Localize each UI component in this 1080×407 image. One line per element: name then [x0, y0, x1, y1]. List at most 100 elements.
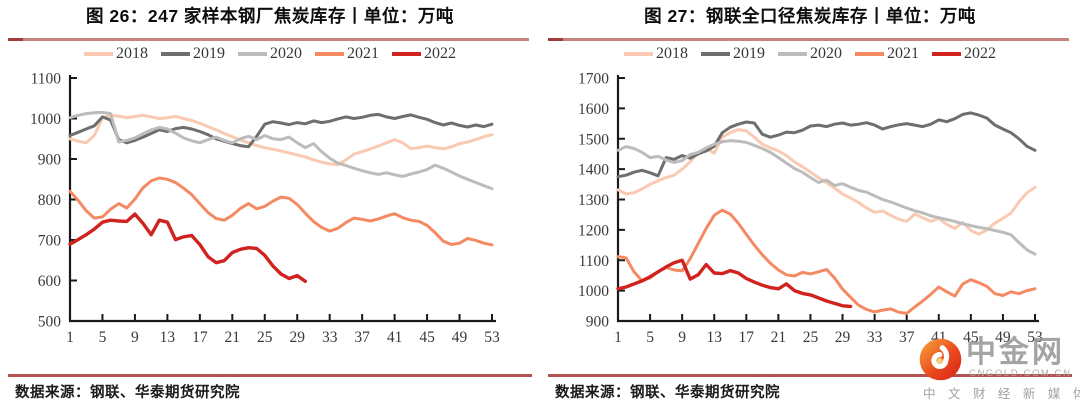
legend-label: 2019	[733, 45, 765, 62]
legend-label: 2018	[116, 45, 148, 62]
line-chart-right: 900 1000 1100 1200 1300 1400 1500 1600 1700 1 5 9 13…	[578, 71, 1043, 347]
legend-item-2020: 2020	[238, 46, 302, 62]
y-tick-label: 1500	[578, 131, 609, 148]
rule-accent-tip	[8, 38, 23, 41]
x-tick-label: 9	[131, 329, 139, 346]
x-tick-label: 5	[99, 329, 107, 346]
y-tick-label: 1000	[30, 111, 61, 128]
legend-label: 2021	[887, 45, 919, 62]
legend-swatch	[932, 52, 961, 56]
cngold-tagline-text: 中 文 财 经 新 媒 体	[923, 387, 1080, 401]
chart-legend: 2018 2019 2020 2021 2022	[540, 46, 1080, 62]
y-tick-label: 1000	[578, 283, 609, 300]
chart-title: 图 26：247 家样本钢厂焦炭库存丨单位：万吨	[86, 6, 454, 26]
legend-item-2022: 2022	[932, 46, 996, 62]
x-tick-label: 1	[66, 329, 74, 346]
legend-swatch	[701, 52, 730, 56]
x-tick-label: 17	[192, 329, 208, 346]
legend-swatch	[624, 52, 653, 56]
x-tick-label: 33	[322, 329, 338, 346]
x-tick-label: 53	[484, 329, 500, 346]
series-line-2021	[68, 176, 494, 247]
x-tick-label: 49	[452, 329, 468, 346]
figure-panel-26: 图 26：247 家样本钢厂焦炭库存丨单位：万吨 2018 2019 2020 202…	[0, 6, 540, 401]
x-tick-label: 21	[771, 329, 787, 346]
y-tick-label: 700	[38, 233, 62, 250]
series-line-2022	[616, 258, 853, 309]
y-tick-label: 800	[38, 192, 62, 209]
legend-swatch	[315, 52, 344, 56]
line-chart-left: 500 600 700 800 900 1000 1100 1 5 9 13 17 21 25 29 33 37…	[30, 71, 500, 347]
footer-rule	[8, 374, 532, 377]
x-tick-label: 29	[289, 329, 305, 346]
legend-item-2020: 2020	[778, 46, 842, 62]
series-line-2019	[68, 112, 494, 149]
x-tick-label: 49	[995, 329, 1011, 346]
x-tick-label: 37	[899, 329, 915, 346]
legend-label: 2022	[424, 45, 456, 62]
legend-swatch	[855, 52, 884, 56]
title-underline-rule	[8, 38, 529, 41]
legend-item-2021: 2021	[855, 46, 919, 62]
cngold-watermark: 中金网 CNGOLD.COM.CN 中 文 财 经 新 媒 体	[919, 336, 1080, 404]
cngold-brand-text: 中金网	[966, 336, 1065, 369]
x-tick-label: 53	[1027, 329, 1043, 346]
x-tick-label: 13	[160, 329, 176, 346]
title-underline-rule	[548, 38, 1069, 41]
x-tick-label: 5	[646, 329, 654, 346]
legend-item-2019: 2019	[161, 46, 225, 62]
legend-swatch	[778, 52, 807, 56]
series-line-2020	[616, 139, 1037, 256]
y-tick-label: 1300	[578, 192, 609, 209]
series-line-2021	[616, 208, 1037, 315]
x-tick-label: 21	[225, 329, 241, 346]
x-tick-label: 13	[706, 329, 722, 346]
y-tick-label: 600	[38, 273, 62, 290]
y-tick-label: 900	[38, 152, 62, 169]
x-tick-label: 33	[867, 329, 883, 346]
legend-label: 2019	[193, 45, 225, 62]
y-tick-label: 1600	[578, 101, 609, 118]
x-tick-label: 25	[803, 329, 819, 346]
y-tick-label: 1100	[31, 71, 62, 88]
x-tick-label: 29	[835, 329, 851, 346]
x-tick-label: 9	[678, 329, 686, 346]
chart-title: 图 27：钢联全口径焦炭库存丨单位：万吨	[644, 6, 976, 26]
legend-swatch	[161, 52, 190, 56]
source-note: 数据来源：钢联、华泰期货研究院	[15, 385, 240, 401]
legend-item-2018: 2018	[84, 46, 148, 62]
legend-item-2018: 2018	[624, 46, 688, 62]
x-tick-label: 17	[739, 329, 755, 346]
legend-label: 2018	[656, 45, 688, 62]
x-tick-label: 37	[354, 329, 370, 346]
series-line-2018	[68, 113, 494, 167]
x-tick-label: 41	[387, 329, 403, 346]
legend-label: 2020	[270, 45, 302, 62]
legend-item-2019: 2019	[701, 46, 765, 62]
chart-legend: 2018 2019 2020 2021 2022	[0, 46, 540, 62]
y-tick-label: 900	[586, 314, 610, 331]
x-tick-label: 25	[257, 329, 273, 346]
source-note: 数据来源：钢联、华泰期货研究院	[555, 385, 780, 401]
rule-accent-tip	[548, 38, 563, 41]
legend-label: 2021	[347, 45, 379, 62]
series-line-2020	[68, 110, 494, 191]
x-tick-label: 45	[963, 329, 979, 346]
x-tick-label: 45	[419, 329, 435, 346]
legend-swatch	[238, 52, 267, 56]
footer-rule	[548, 374, 1072, 377]
cngold-logo-icon	[919, 338, 962, 381]
y-tick-label: 500	[38, 314, 62, 331]
y-tick-label: 1200	[578, 222, 609, 239]
y-tick-label: 1100	[579, 253, 610, 270]
legend-label: 2020	[810, 45, 842, 62]
cngold-domain-text: CNGOLD.COM.CN	[969, 368, 1072, 379]
figure-panel-27: 图 27：钢联全口径焦炭库存丨单位：万吨 2018 2019 2020 2021 202…	[540, 0, 1080, 407]
y-tick-label: 1400	[578, 162, 609, 179]
legend-item-2022: 2022	[392, 46, 456, 62]
legend-swatch	[84, 52, 113, 56]
legend-swatch	[392, 52, 421, 56]
legend-label: 2022	[964, 45, 996, 62]
x-tick-label: 1	[614, 329, 622, 346]
